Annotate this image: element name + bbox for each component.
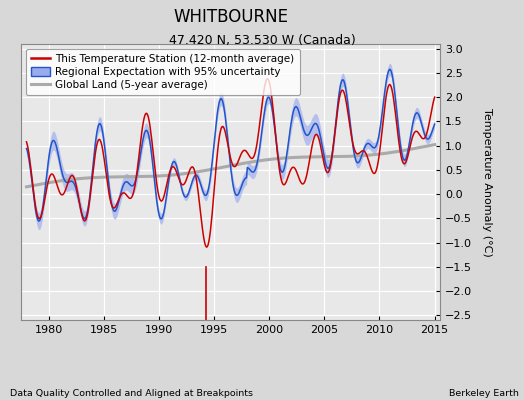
Text: Berkeley Earth: Berkeley Earth	[449, 389, 519, 398]
Title: WHITBOURNE: WHITBOURNE	[173, 8, 288, 26]
Y-axis label: Temperature Anomaly (°C): Temperature Anomaly (°C)	[482, 108, 492, 256]
Text: Data Quality Controlled and Aligned at Breakpoints: Data Quality Controlled and Aligned at B…	[10, 389, 254, 398]
Text: 47.420 N, 53.530 W (Canada): 47.420 N, 53.530 W (Canada)	[169, 34, 355, 47]
